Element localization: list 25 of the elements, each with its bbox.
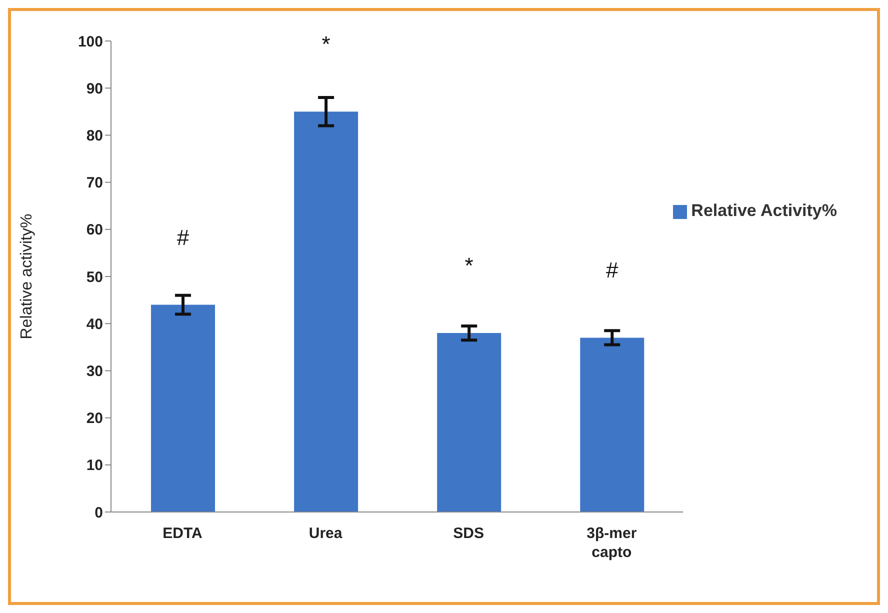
legend-label: Relative Activity% <box>691 201 837 220</box>
x-tick-label: SDS <box>453 525 484 542</box>
y-tick-label: 100 <box>78 33 103 50</box>
y-tick-label: 20 <box>86 410 103 428</box>
bar <box>294 112 358 512</box>
bar <box>437 333 502 512</box>
annotation: # <box>606 258 620 283</box>
y-tick-label: 70 <box>86 174 103 192</box>
annotation: * <box>464 253 474 278</box>
y-tick-label: 50 <box>86 268 103 286</box>
bar <box>580 338 644 512</box>
y-tick-label: 90 <box>86 80 103 98</box>
annotation: # <box>176 224 190 250</box>
annotation: * <box>322 32 331 57</box>
x-tick-label: EDTA <box>162 525 203 542</box>
y-tick-label: 80 <box>86 128 103 145</box>
x-tick-label: Urea <box>308 525 343 542</box>
y-tick-label: 30 <box>86 363 103 380</box>
y-axis-title: Relative activity% <box>18 214 36 340</box>
x-tick-label: 3β-mer capto <box>586 525 637 561</box>
y-tick-label: 10 <box>86 457 103 474</box>
y-tick-label: 60 <box>86 222 103 239</box>
y-tick-label: 0 <box>94 504 103 522</box>
bar <box>151 304 215 512</box>
y-tick-label: 40 <box>86 316 103 333</box>
